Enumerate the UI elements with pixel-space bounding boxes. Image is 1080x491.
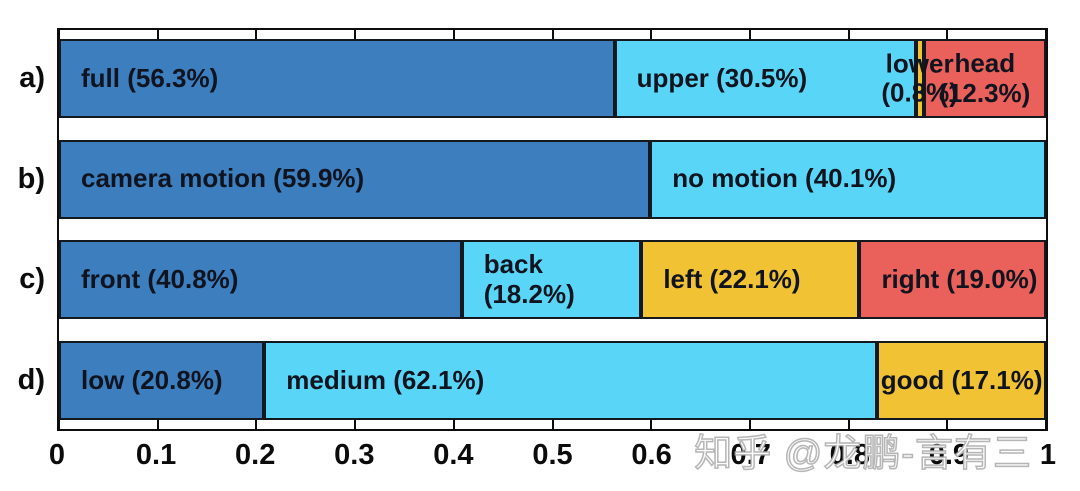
bar-row-a: full (56.3%) upper (30.5%) lower (0.8%) hea… bbox=[59, 39, 1046, 118]
segment-label-good: good (17.1%) bbox=[880, 364, 1043, 395]
segment-label-upper: upper (30.5%) bbox=[636, 62, 808, 93]
bar-segment-full: full (56.3%) bbox=[59, 39, 615, 118]
row-label-b: b) bbox=[17, 162, 45, 195]
x-tick-mark bbox=[58, 30, 60, 39]
segment-label-left: left (22.1%) bbox=[663, 264, 801, 295]
x-tick-mark bbox=[551, 30, 554, 39]
bar-segment-low: low (20.8%) bbox=[59, 340, 265, 420]
x-tick-label-0.1: 0.1 bbox=[135, 439, 177, 471]
x-axis: 0 0.1 0.2 0.3 0.4 0.5 0.6 0.7 0.8 0.9 1 bbox=[49, 434, 1056, 484]
bar-segment-front: front (40.8%) bbox=[59, 240, 462, 320]
x-tick-mark bbox=[650, 420, 653, 429]
x-tick-label-0.9: 0.9 bbox=[928, 439, 970, 471]
segment-label-right: right (19.0%) bbox=[881, 264, 1038, 295]
x-tick-mark bbox=[748, 420, 751, 429]
bar-rows-container: full (56.3%) upper (30.5%) lower (0.8%) hea… bbox=[59, 30, 1046, 429]
segment-label-full: full (56.3%) bbox=[81, 62, 219, 93]
x-tick-label-0.5: 0.5 bbox=[532, 439, 573, 471]
segment-label-camera-motion: camera motion (59.9%) bbox=[81, 163, 365, 194]
x-tick-label-0.6: 0.6 bbox=[631, 439, 672, 471]
bar-segment-back: back (18.2%) bbox=[461, 240, 642, 320]
x-tick-mark bbox=[847, 420, 850, 429]
segment-label-front: front (40.8%) bbox=[81, 264, 239, 295]
plot-area: full (56.3%) upper (30.5%) lower (0.8%) hea… bbox=[57, 28, 1048, 431]
x-tick-mark bbox=[156, 30, 159, 39]
segment-label-lower: lower (0.8%) bbox=[881, 48, 958, 108]
x-tick-mark bbox=[946, 30, 949, 39]
x-tick-mark bbox=[946, 420, 949, 429]
bar-segment-head: head (12.3%) bbox=[923, 39, 1046, 118]
x-tick-label-0.2: 0.2 bbox=[235, 439, 276, 471]
x-tick-mark bbox=[452, 30, 455, 39]
row-label-d: d) bbox=[17, 363, 45, 396]
bar-segment-lower: lower (0.8%) bbox=[881, 39, 958, 118]
x-tick-mark bbox=[452, 420, 455, 429]
bar-segment-medium: medium (62.1%) bbox=[264, 340, 878, 420]
bar-row-d: low (20.8%) medium (62.1%) good (17.1%) bbox=[59, 340, 1046, 420]
x-tick-mark bbox=[847, 30, 850, 39]
row-label-column: a) b) c) d) bbox=[0, 30, 52, 429]
x-tick-label-0.7: 0.7 bbox=[730, 439, 771, 471]
x-tick-mark bbox=[156, 420, 159, 429]
x-tick-mark bbox=[255, 420, 258, 429]
row-label-a: a) bbox=[19, 62, 45, 94]
x-tick-mark bbox=[551, 420, 554, 429]
x-tick-label-0.3: 0.3 bbox=[334, 439, 375, 471]
bar-row-c: front (40.8%) back (18.2%) left (22.1%) rig… bbox=[59, 240, 1046, 320]
bar-segment-good: good (17.1%) bbox=[877, 340, 1046, 420]
segment-label-no-motion: no motion (40.1%) bbox=[672, 163, 897, 194]
x-tick-mark bbox=[255, 30, 258, 39]
segment-label-low: low (20.8%) bbox=[81, 364, 223, 395]
bar-segment-camera-motion: camera motion (59.9%) bbox=[59, 139, 651, 219]
x-tick-mark bbox=[58, 420, 60, 429]
x-tick-mark bbox=[748, 30, 751, 39]
x-tick-label-1: 1 bbox=[1039, 439, 1057, 471]
bar-segment-no-motion: no motion (40.1%) bbox=[650, 139, 1046, 219]
segment-label-head: head (12.3%) bbox=[939, 48, 1031, 108]
x-tick-mark bbox=[1045, 30, 1047, 39]
x-tick-mark bbox=[354, 30, 357, 39]
row-label-c: c) bbox=[19, 263, 45, 296]
bar-segment-upper: upper (30.5%) bbox=[614, 39, 916, 118]
watermark: 知乎 @龙鹏-言有三 bbox=[693, 432, 1032, 476]
segment-label-back: back (18.2%) bbox=[483, 249, 575, 309]
x-tick-mark bbox=[354, 420, 357, 429]
x-tick-label-0.8: 0.8 bbox=[829, 439, 870, 471]
bar-segment-right: right (19.0%) bbox=[859, 240, 1046, 320]
segment-label-medium: medium (62.1%) bbox=[286, 364, 485, 395]
bar-row-b: camera motion (59.9%) no motion (40.1%) bbox=[59, 139, 1046, 219]
x-tick-label-0: 0 bbox=[48, 439, 66, 471]
x-tick-mark bbox=[650, 30, 653, 39]
bar-segment-left: left (22.1%) bbox=[641, 240, 860, 320]
x-tick-mark bbox=[1045, 420, 1047, 429]
x-tick-label-0.4: 0.4 bbox=[433, 439, 474, 471]
